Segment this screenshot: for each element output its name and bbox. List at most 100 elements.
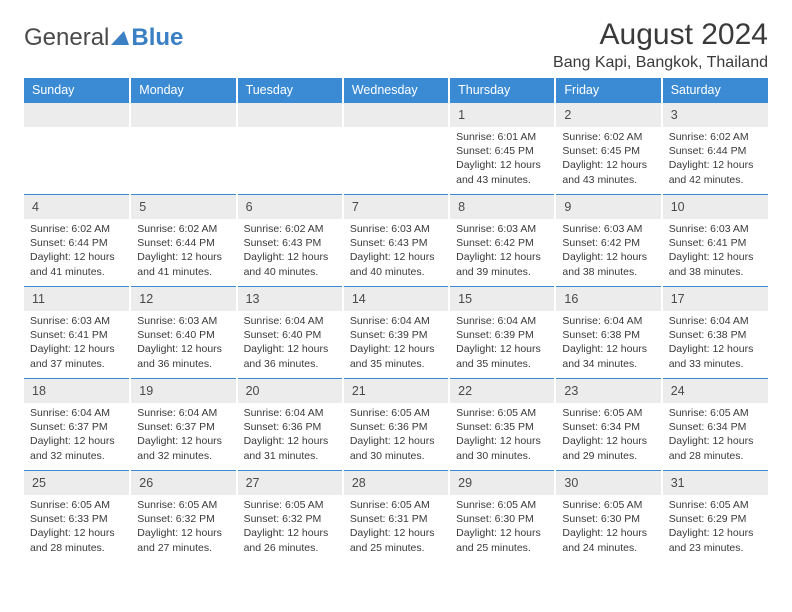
day-details: Sunrise: 6:05 AMSunset: 6:34 PMDaylight:… bbox=[669, 406, 762, 463]
day-number: 15 bbox=[458, 292, 472, 306]
weekday-thursday: Thursday bbox=[449, 78, 555, 102]
logo-text-blue: Blue bbox=[131, 24, 183, 52]
calendar-cell: 10 Sunrise: 6:03 AMSunset: 6:41 PMDayligh… bbox=[662, 194, 768, 286]
day-details: Sunrise: 6:04 AMSunset: 6:38 PMDaylight:… bbox=[669, 314, 762, 371]
calendar-cell: 12 Sunrise: 6:03 AMSunset: 6:40 PMDayligh… bbox=[130, 286, 236, 378]
header: General Blue August 2024 Bang Kapi, Bang… bbox=[24, 18, 768, 72]
day-number: 21 bbox=[352, 384, 366, 398]
weekday-sunday: Sunday bbox=[24, 78, 130, 102]
day-number: 12 bbox=[139, 292, 153, 306]
day-number: 24 bbox=[671, 384, 685, 398]
day-number: 22 bbox=[458, 384, 472, 398]
day-number: 30 bbox=[564, 476, 578, 490]
day-number: 2 bbox=[564, 108, 571, 122]
calendar-cell: 20 Sunrise: 6:04 AMSunset: 6:36 PMDayligh… bbox=[237, 378, 343, 470]
calendar-cell: . bbox=[237, 102, 343, 194]
day-details: Sunrise: 6:05 AMSunset: 6:32 PMDaylight:… bbox=[244, 498, 336, 555]
calendar-cell: 24 Sunrise: 6:05 AMSunset: 6:34 PMDayligh… bbox=[662, 378, 768, 470]
day-details: Sunrise: 6:05 AMSunset: 6:35 PMDaylight:… bbox=[456, 406, 548, 463]
location: Bang Kapi, Bangkok, Thailand bbox=[553, 54, 768, 72]
day-number: 11 bbox=[32, 292, 45, 306]
day-number: 5 bbox=[139, 200, 146, 214]
calendar-row: 25 Sunrise: 6:05 AMSunset: 6:33 PMDayligh… bbox=[24, 470, 768, 562]
day-number: 28 bbox=[352, 476, 366, 490]
calendar-row: ....1Sunrise: 6:01 AMSunset: 6:45 PMDayl… bbox=[24, 102, 768, 194]
day-number: 25 bbox=[32, 476, 46, 490]
calendar-cell: 18 Sunrise: 6:04 AMSunset: 6:37 PMDayligh… bbox=[24, 378, 130, 470]
day-number: 9 bbox=[564, 200, 571, 214]
day-details: Sunrise: 6:05 AMSunset: 6:34 PMDaylight:… bbox=[562, 406, 654, 463]
day-number: 20 bbox=[246, 384, 260, 398]
calendar-cell: . bbox=[130, 102, 236, 194]
title-block: August 2024 Bang Kapi, Bangkok, Thailand bbox=[553, 18, 768, 72]
weekday-wednesday: Wednesday bbox=[343, 78, 449, 102]
weekday-monday: Monday bbox=[130, 78, 236, 102]
day-number: 18 bbox=[32, 384, 46, 398]
calendar-cell: 21 Sunrise: 6:05 AMSunset: 6:36 PMDayligh… bbox=[343, 378, 449, 470]
weekday-tuesday: Tuesday bbox=[237, 78, 343, 102]
day-details: Sunrise: 6:05 AMSunset: 6:30 PMDaylight:… bbox=[562, 498, 654, 555]
logo-text-general: General bbox=[24, 24, 109, 52]
day-number: 14 bbox=[352, 292, 366, 306]
day-details: Sunrise: 6:02 AMSunset: 6:43 PMDaylight:… bbox=[244, 222, 336, 279]
calendar-cell: 2 Sunrise: 6:02 AMSunset: 6:45 PMDaylight… bbox=[555, 102, 661, 194]
day-number: 4 bbox=[32, 200, 39, 214]
day-details: Sunrise: 6:03 AMSunset: 6:43 PMDaylight:… bbox=[350, 222, 442, 279]
calendar-cell: 29Sunrise: 6:05 AMSunset: 6:30 PMDayligh… bbox=[449, 470, 555, 562]
day-number: 31 bbox=[671, 476, 685, 490]
day-number: 3 bbox=[671, 108, 678, 122]
calendar-cell: 7 Sunrise: 6:03 AMSunset: 6:43 PMDaylight… bbox=[343, 194, 449, 286]
weekday-saturday: Saturday bbox=[662, 78, 768, 102]
day-details: Sunrise: 6:02 AMSunset: 6:44 PMDaylight:… bbox=[137, 222, 229, 279]
calendar-cell: 14 Sunrise: 6:04 AMSunset: 6:39 PMDayligh… bbox=[343, 286, 449, 378]
calendar-cell: 6 Sunrise: 6:02 AMSunset: 6:43 PMDaylight… bbox=[237, 194, 343, 286]
day-number: 27 bbox=[246, 476, 260, 490]
day-details: Sunrise: 6:04 AMSunset: 6:38 PMDaylight:… bbox=[562, 314, 654, 371]
day-details: Sunrise: 6:03 AMSunset: 6:41 PMDaylight:… bbox=[669, 222, 762, 279]
day-number: 7 bbox=[352, 200, 359, 214]
day-details: Sunrise: 6:05 AMSunset: 6:30 PMDaylight:… bbox=[456, 498, 548, 555]
day-details: Sunrise: 6:05 AMSunset: 6:31 PMDaylight:… bbox=[350, 498, 442, 555]
day-number: 6 bbox=[246, 200, 253, 214]
day-details: Sunrise: 6:05 AMSunset: 6:36 PMDaylight:… bbox=[350, 406, 442, 463]
calendar-cell: 30 Sunrise: 6:05 AMSunset: 6:30 PMDayligh… bbox=[555, 470, 661, 562]
day-details: Sunrise: 6:03 AMSunset: 6:40 PMDaylight:… bbox=[137, 314, 229, 371]
logo-triangle-icon bbox=[111, 31, 129, 50]
calendar-cell: 31 Sunrise: 6:05 AMSunset: 6:29 PMDayligh… bbox=[662, 470, 768, 562]
calendar-cell: 22 Sunrise: 6:05 AMSunset: 6:35 PMDayligh… bbox=[449, 378, 555, 470]
day-number: 10 bbox=[671, 200, 685, 214]
calendar-cell: 27 Sunrise: 6:05 AMSunset: 6:32 PMDayligh… bbox=[237, 470, 343, 562]
day-details: Sunrise: 6:04 AMSunset: 6:39 PMDaylight:… bbox=[350, 314, 442, 371]
day-details: Sunrise: 6:02 AMSunset: 6:45 PMDaylight:… bbox=[562, 130, 654, 187]
calendar-cell: 17 Sunrise: 6:04 AMSunset: 6:38 PMDayligh… bbox=[662, 286, 768, 378]
month-title: August 2024 bbox=[553, 18, 768, 52]
calendar-row: 4 Sunrise: 6:02 AMSunset: 6:44 PMDaylight… bbox=[24, 194, 768, 286]
calendar-cell: . bbox=[24, 102, 130, 194]
calendar-cell: 3Sunrise: 6:02 AMSunset: 6:44 PMDaylight… bbox=[662, 102, 768, 194]
day-details: Sunrise: 6:04 AMSunset: 6:37 PMDaylight:… bbox=[137, 406, 229, 463]
day-number: 1 bbox=[458, 108, 465, 122]
day-number: 17 bbox=[671, 292, 685, 306]
day-number: 13 bbox=[246, 292, 260, 306]
logo: General Blue bbox=[24, 18, 183, 52]
day-details: Sunrise: 6:03 AMSunset: 6:41 PMDaylight:… bbox=[30, 314, 123, 371]
weekday-header-row: Sunday Monday Tuesday Wednesday Thursday… bbox=[24, 78, 768, 102]
calendar-cell: 9 Sunrise: 6:03 AMSunset: 6:42 PMDaylight… bbox=[555, 194, 661, 286]
day-details: Sunrise: 6:05 AMSunset: 6:33 PMDaylight:… bbox=[30, 498, 123, 555]
calendar-cell: . bbox=[343, 102, 449, 194]
day-details: Sunrise: 6:03 AMSunset: 6:42 PMDaylight:… bbox=[562, 222, 654, 279]
day-number: 8 bbox=[458, 200, 465, 214]
calendar-row: 11 Sunrise: 6:03 AMSunset: 6:41 PMDayligh… bbox=[24, 286, 768, 378]
day-details: Sunrise: 6:03 AMSunset: 6:42 PMDaylight:… bbox=[456, 222, 548, 279]
day-details: Sunrise: 6:02 AMSunset: 6:44 PMDaylight:… bbox=[30, 222, 123, 279]
calendar-cell: 19Sunrise: 6:04 AMSunset: 6:37 PMDayligh… bbox=[130, 378, 236, 470]
calendar-row: 18 Sunrise: 6:04 AMSunset: 6:37 PMDayligh… bbox=[24, 378, 768, 470]
day-details: Sunrise: 6:05 AMSunset: 6:32 PMDaylight:… bbox=[137, 498, 229, 555]
day-details: Sunrise: 6:04 AMSunset: 6:37 PMDaylight:… bbox=[30, 406, 123, 463]
day-details: Sunrise: 6:05 AMSunset: 6:29 PMDaylight:… bbox=[669, 498, 762, 555]
day-details: Sunrise: 6:04 AMSunset: 6:36 PMDaylight:… bbox=[244, 406, 336, 463]
calendar-cell: 13Sunrise: 6:04 AMSunset: 6:40 PMDayligh… bbox=[237, 286, 343, 378]
calendar-cell: 1Sunrise: 6:01 AMSunset: 6:45 PMDaylight… bbox=[449, 102, 555, 194]
day-number: 26 bbox=[139, 476, 153, 490]
calendar-cell: 8 Sunrise: 6:03 AMSunset: 6:42 PMDaylight… bbox=[449, 194, 555, 286]
